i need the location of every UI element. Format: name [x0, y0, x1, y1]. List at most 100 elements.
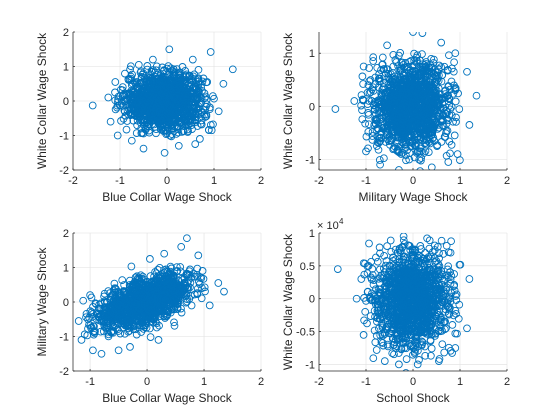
y-tick-label: -2: [59, 366, 69, 378]
scatter-point: [369, 57, 378, 65]
scatter-point: [369, 354, 378, 363]
scatter-point: [399, 128, 408, 137]
scatter-point: [147, 317, 156, 326]
scatter-point: [358, 115, 367, 124]
scatter-point: [127, 90, 135, 99]
scatter-point: [447, 272, 456, 280]
x-tick-label: -2: [68, 175, 78, 187]
scatter-point: [120, 281, 128, 289]
scatter-point: [203, 78, 212, 86]
scatter-point: [120, 320, 128, 328]
scatter-point: [442, 119, 451, 128]
scatter-point: [137, 316, 146, 325]
scatter-point: [411, 71, 420, 80]
scatter-point: [440, 133, 449, 141]
scatter-point: [132, 83, 141, 91]
scatter-point: [438, 117, 446, 126]
scatter-point: [151, 288, 159, 296]
scatter-point: [163, 298, 171, 307]
scatter-point: [160, 113, 169, 121]
scatter-point: [408, 138, 416, 147]
scatter-point: [106, 295, 114, 304]
scatter-point: [112, 315, 120, 324]
scatter-point: [118, 92, 127, 101]
scatter-point: [147, 67, 156, 76]
scatter-point: [95, 300, 104, 309]
scatter-point: [399, 61, 407, 69]
scatter-point: [127, 299, 136, 307]
scatter-point: [127, 136, 136, 145]
scatter-points: [333, 233, 474, 371]
scatter-point: [442, 127, 451, 136]
scatter-point: [427, 163, 436, 170]
scatter-point: [378, 60, 387, 69]
scatter-point: [414, 64, 423, 72]
scatter-point: [205, 105, 214, 114]
scatter-point: [206, 48, 215, 56]
scatter-point: [369, 87, 378, 95]
scatter-points: [74, 234, 228, 358]
scatter-point: [196, 135, 204, 143]
scatter-point: [183, 234, 191, 243]
x-axis-label: Blue Collar Wage Shock: [102, 190, 233, 204]
scatter-point: [395, 148, 404, 157]
scatter-point: [147, 92, 156, 100]
scatter-point: [177, 75, 186, 83]
scatter-point: [164, 280, 172, 289]
scatter-point: [141, 116, 149, 125]
scatter-point: [395, 166, 403, 170]
scatter-point: [430, 137, 439, 145]
scatter-point: [416, 167, 424, 170]
scatter-point: [435, 95, 443, 104]
scatter-point: [452, 113, 460, 122]
scatter-point: [116, 329, 125, 338]
scatter-point: [127, 62, 135, 71]
scatter-point: [396, 67, 404, 75]
scatter-point: [427, 72, 436, 80]
scatter-point: [149, 55, 157, 64]
scatter-point: [139, 307, 148, 315]
x-tick-label: 0: [164, 175, 170, 187]
scatter-point: [374, 125, 383, 133]
scatter-point: [125, 89, 134, 97]
scatter-point: [165, 45, 174, 54]
scatter-point: [437, 63, 445, 71]
scatter-point: [113, 131, 122, 140]
scatter-point: [151, 68, 159, 77]
scatter-point: [99, 318, 108, 327]
scatter-point: [450, 58, 458, 67]
scatter-point: [379, 65, 388, 74]
scatter-point: [181, 96, 189, 105]
scatter-point: [162, 90, 171, 99]
scatter-point: [90, 329, 99, 337]
scatter-point: [403, 62, 412, 71]
scatter-point: [405, 155, 414, 164]
scatter-point: [96, 327, 105, 336]
scatter-point: [421, 147, 430, 156]
scatter-point: [136, 271, 145, 280]
scatter-point: [455, 105, 464, 113]
scatter-point: [443, 66, 452, 75]
y-tick-label: 1: [309, 48, 315, 60]
scatter-point: [158, 78, 166, 87]
scatter-point: [114, 292, 123, 301]
scatter-point: [380, 102, 389, 111]
scatter-point: [196, 273, 205, 282]
y-tick-label: -1: [59, 332, 69, 344]
scatter-point: [171, 285, 180, 293]
scatter-point: [176, 267, 185, 276]
scatter-point: [408, 99, 417, 107]
scatter-point: [100, 317, 109, 325]
y-tick-label: 2: [63, 27, 69, 39]
y-axis-label: White Collar Wage Shock: [281, 32, 295, 169]
scatter-point: [188, 74, 196, 83]
scatter-point: [387, 122, 396, 131]
scatter-point: [138, 129, 147, 137]
scatter-point: [146, 333, 155, 341]
scatter-point: [402, 156, 410, 165]
scatter-point: [375, 156, 384, 164]
scatter-point: [184, 283, 193, 291]
